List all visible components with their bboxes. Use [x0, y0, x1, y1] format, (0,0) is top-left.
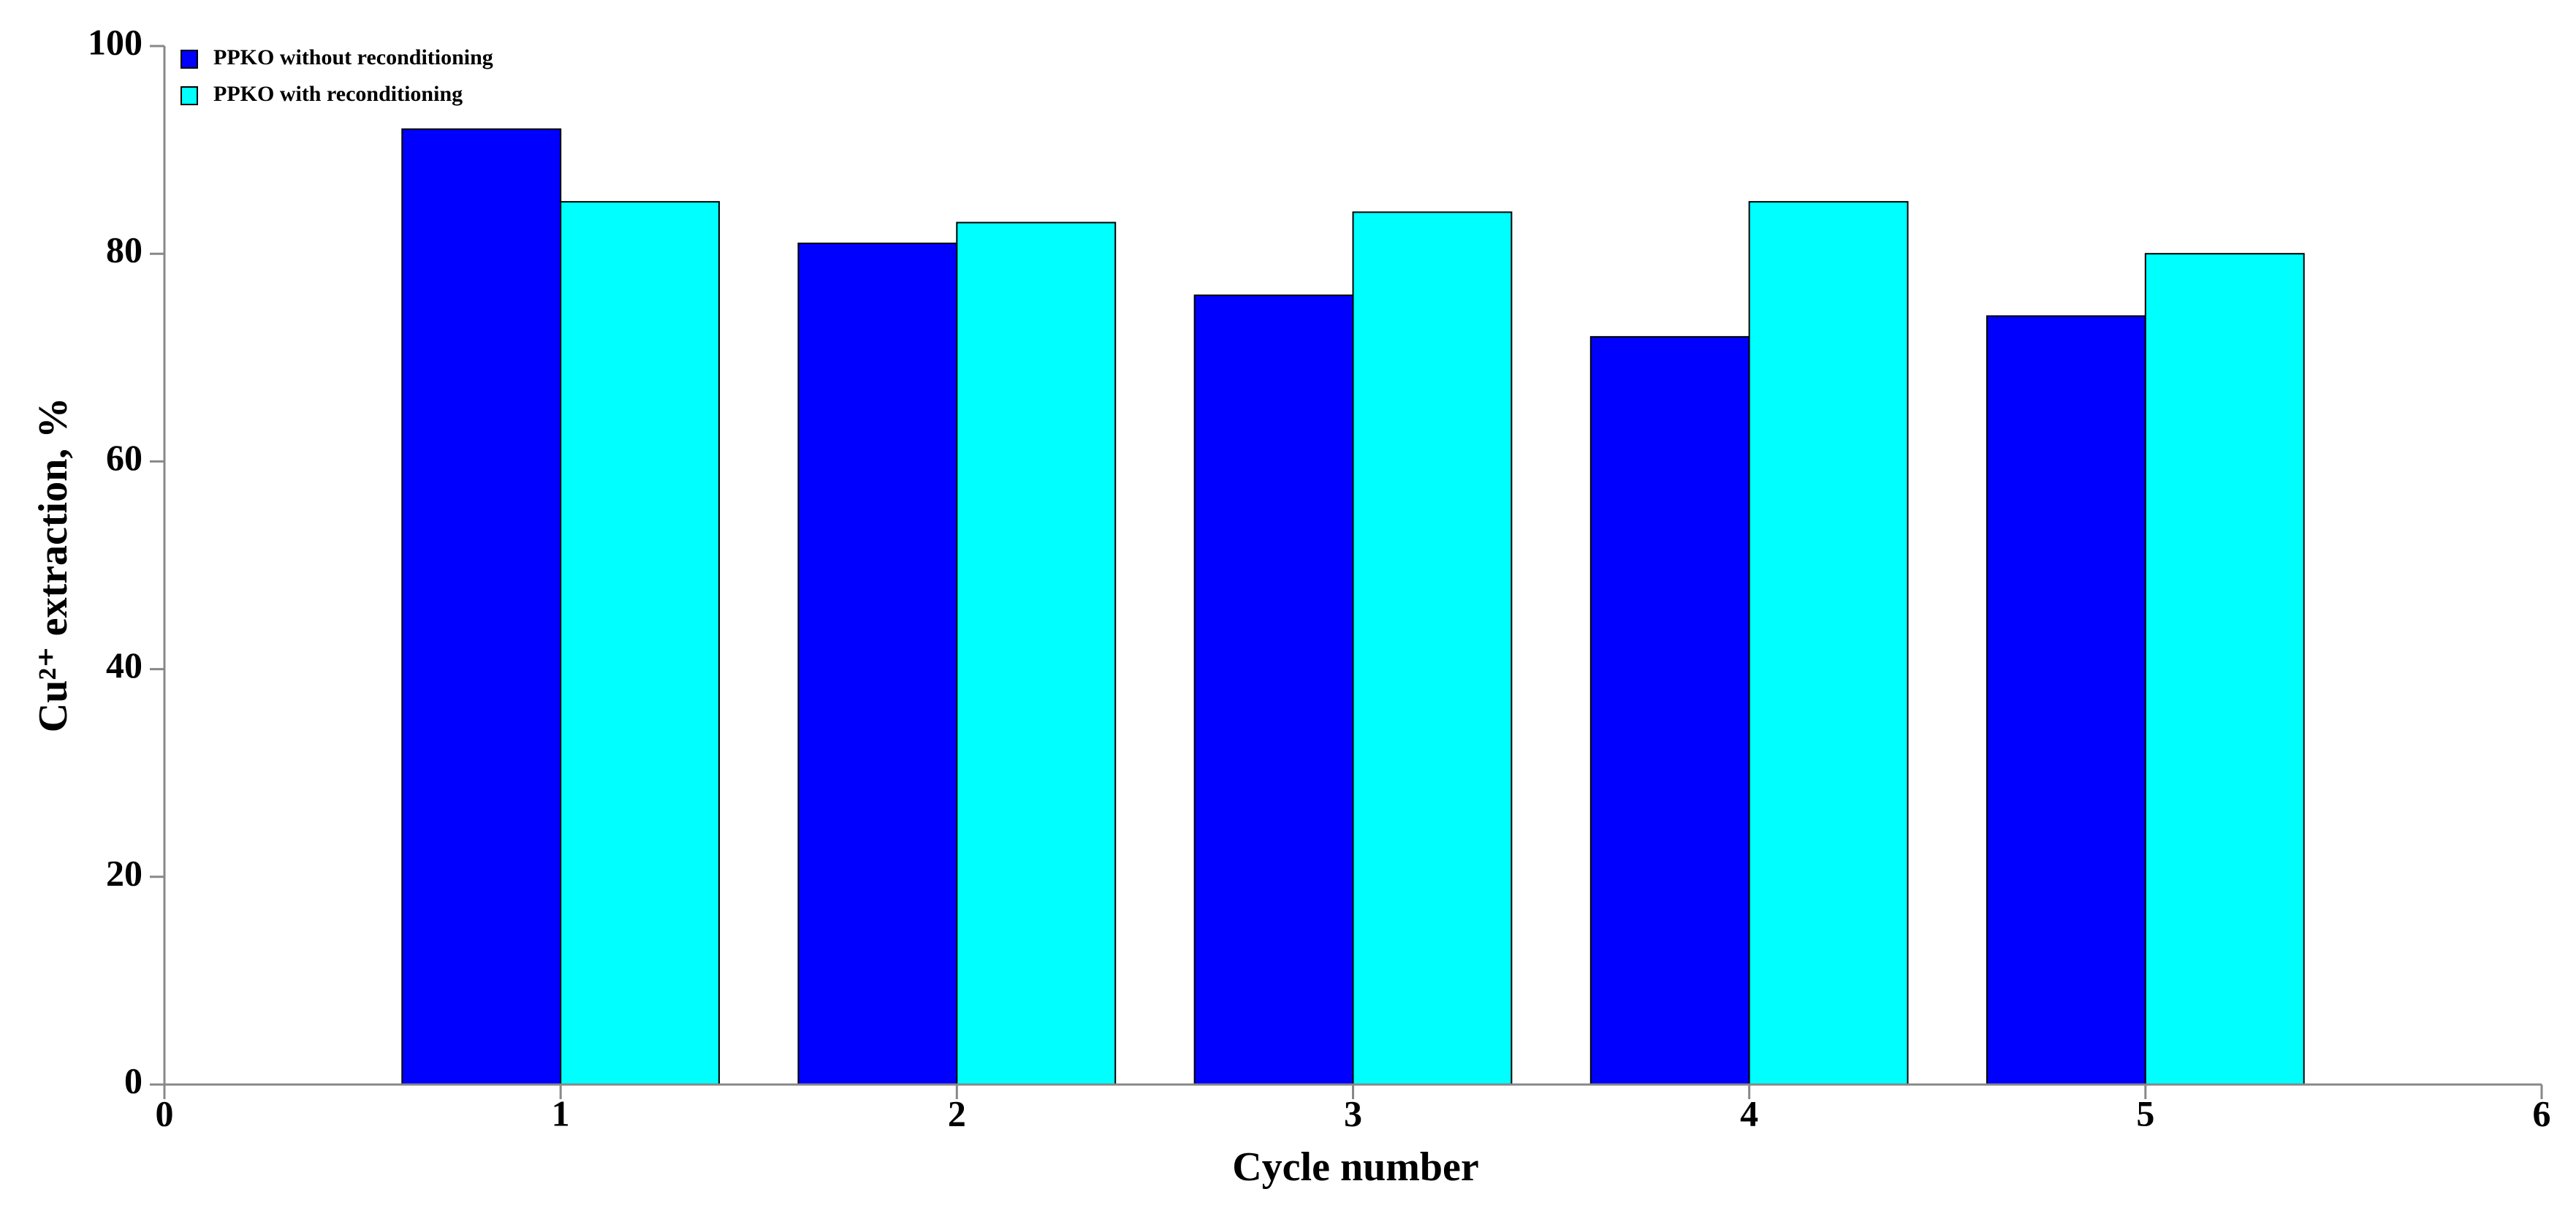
y-axis-label: Cu²⁺ extraction, % — [31, 398, 76, 733]
legend-label: PPKO with reconditioning — [213, 82, 463, 106]
bar — [1986, 315, 2146, 1086]
legend-swatch — [181, 86, 198, 105]
x-axis-label: Cycle number — [1232, 1144, 1479, 1190]
y-tick-label: 80 — [106, 229, 143, 270]
bar — [1193, 295, 1354, 1085]
x-tick-label: 5 — [2136, 1093, 2154, 1133]
x-tick-label: 6 — [2533, 1093, 2551, 1133]
bar — [401, 128, 562, 1085]
x-tick-label: 0 — [156, 1093, 174, 1133]
x-tick-label: 4 — [1740, 1093, 1758, 1133]
bar — [2144, 253, 2305, 1086]
bar — [1352, 211, 1513, 1085]
y-tick-label: 100 — [88, 21, 143, 62]
legend-label: PPKO without reconditioning — [213, 45, 493, 69]
legend-swatch — [181, 50, 198, 69]
x-tick-label: 3 — [1344, 1093, 1362, 1133]
y-tick-label: 60 — [106, 437, 143, 478]
bar — [1589, 335, 1750, 1085]
bar — [956, 221, 1117, 1086]
x-tick-label: 2 — [948, 1093, 966, 1133]
y-tick-label: 0 — [124, 1060, 143, 1101]
y-tick-label: 20 — [106, 852, 143, 893]
bar — [797, 242, 958, 1085]
bar — [1748, 201, 1909, 1085]
bar — [560, 201, 721, 1085]
x-tick-label: 1 — [552, 1093, 570, 1133]
y-tick-label: 40 — [106, 645, 143, 686]
